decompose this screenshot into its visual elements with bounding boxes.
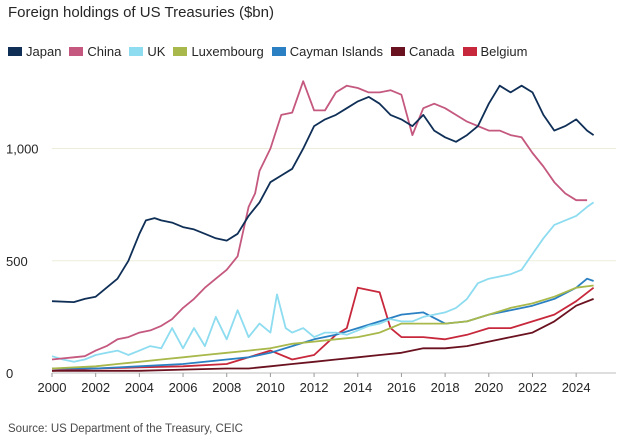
series-line-japan (51, 84, 595, 303)
series-line-uk (51, 201, 595, 363)
series-line-cayman-islands (52, 277, 594, 370)
legend-label-cayman-islands: Cayman Islands (289, 44, 383, 59)
x-tick-label-10: 2020 (474, 380, 503, 395)
x-tick-label-4: 2008 (212, 380, 241, 395)
legend-label-luxembourg: Luxembourg (191, 44, 264, 59)
legend-label-belgium: Belgium (480, 44, 528, 59)
legend-swatch-canada (390, 47, 405, 56)
legend-item-uk: UK (129, 44, 165, 59)
legend-swatch-china (69, 47, 84, 56)
y-tick-label-0: 0 (6, 366, 13, 381)
series-line-belgium (51, 286, 595, 372)
x-tick-label-2: 2004 (125, 380, 154, 395)
x-tick-label-3: 2006 (169, 380, 198, 395)
series-line-china (51, 80, 588, 361)
legend-label-canada: Canada (408, 44, 455, 59)
chart-legend: Japan China UK Luxembourg Cayman Islands Cana… (8, 44, 527, 59)
chart-source: Source: US Department of the Treasury, C… (8, 423, 243, 435)
x-tick-label-11: 2022 (518, 380, 547, 395)
legend-swatch-luxembourg (173, 47, 188, 56)
chart-title: Foreign holdings of US Treasuries ($bn) (8, 4, 274, 21)
legend-item-china: China (69, 44, 121, 59)
legend-swatch-japan (8, 47, 22, 56)
legend-item-japan: Japan (8, 44, 61, 59)
legend-label-japan: Japan (26, 44, 62, 59)
x-tick-label-9: 2018 (431, 380, 460, 395)
legend-label-uk: UK (147, 44, 166, 59)
legend-item-luxembourg: Luxembourg (173, 44, 264, 59)
x-tick-label-8: 2016 (387, 380, 416, 395)
x-tick-label-0: 2000 (38, 380, 67, 395)
series-line-luxembourg (51, 284, 594, 370)
legend-swatch-cayman-islands (271, 47, 286, 56)
legend-swatch-uk (129, 47, 144, 56)
x-tick-label-6: 2012 (300, 380, 329, 395)
x-tick-label-12: 2024 (562, 380, 591, 395)
x-tick-label-7: 2014 (343, 380, 372, 395)
legend-item-canada: Canada (390, 44, 455, 59)
legend-item-belgium: Belgium (462, 44, 528, 59)
legend-label-china: China (87, 44, 122, 59)
y-tick-label-1: 500 (6, 254, 28, 269)
x-tick-label-1: 2002 (81, 380, 110, 395)
legend-item-cayman-islands: Cayman Islands (271, 44, 383, 59)
x-tick-label-5: 2010 (256, 380, 285, 395)
series-line-canada (52, 298, 594, 372)
y-tick-label-2: 1,000 (6, 142, 39, 157)
legend-swatch-belgium (462, 47, 477, 56)
